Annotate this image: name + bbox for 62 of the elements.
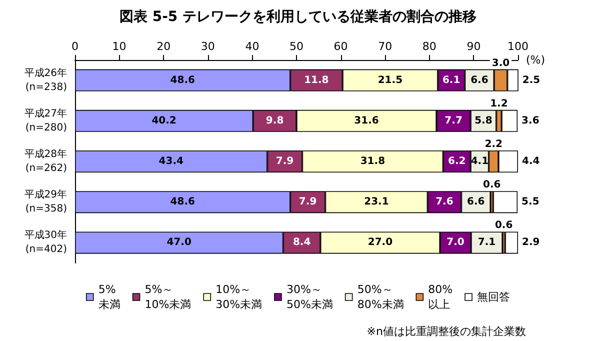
y-tick-label: 平成30年 (n=402)	[24, 229, 68, 256]
data-label: 6.6	[470, 74, 488, 86]
data-label: 48.6	[170, 196, 196, 208]
data-label: 1.2	[490, 98, 508, 110]
legend-label: 無回答	[477, 290, 510, 304]
data-label: 2.2	[484, 139, 503, 150]
x-tick-label: 50	[290, 40, 304, 53]
legend-label: 50%～ 80%未満	[357, 283, 404, 311]
data-label: 7.1	[478, 237, 496, 248]
legend-label: 30%～ 50%未満	[286, 283, 333, 311]
bar	[493, 191, 518, 214]
x-tick-label: 40	[245, 40, 260, 53]
x-tick-label: 90	[466, 40, 481, 53]
legend-label: 10%～ 30%未満	[216, 283, 262, 311]
x-tick-label: 0	[72, 40, 78, 53]
y-tick-label: 平成27年 (n=280)	[24, 107, 68, 134]
legend-label: 5%～ 10%未満	[144, 283, 192, 311]
x-tick-label: 80	[422, 40, 436, 53]
data-label: 47.0	[166, 237, 192, 248]
data-label: 6.2	[448, 156, 466, 167]
data-label: 2.5	[522, 74, 540, 86]
data-label: 7.6	[436, 196, 454, 208]
chart-title: 図表 5-5 テレワークを利用している従業者の割合の推移	[119, 8, 477, 25]
data-label: 31.8	[360, 156, 386, 167]
data-label: 0.6	[483, 180, 501, 191]
legend-label: 5% 未満	[98, 283, 120, 311]
data-label: 11.8	[304, 74, 329, 86]
data-label: 27.0	[368, 237, 393, 248]
data-label: 7.9	[276, 156, 294, 167]
data-label: 6.1	[442, 74, 460, 86]
data-label: 31.6	[354, 115, 379, 126]
data-label: 21.5	[378, 74, 403, 86]
x-tick-label: 100	[508, 40, 528, 53]
data-label: 43.4	[158, 156, 184, 167]
x-tick-label: 30	[200, 40, 215, 53]
data-label: 8.4	[292, 237, 311, 248]
x-tick-label: 20	[156, 40, 171, 53]
data-label: 7.0	[446, 237, 464, 248]
text: ※n値は比重調整後の集計企業数	[366, 325, 526, 338]
data-label: 5.8	[474, 115, 492, 126]
data-label: 9.8	[266, 115, 284, 126]
y-tick-label: 平成29年 (n=358)	[24, 188, 68, 215]
data-label: 5.5	[522, 196, 540, 208]
data-label: 7.7	[444, 115, 462, 126]
x-tick-label: 10	[112, 40, 126, 53]
y-tick-label: 平成26年 (n=238)	[24, 66, 68, 93]
x-axis-title: (%)	[526, 54, 546, 66]
data-label: 2.9	[522, 237, 540, 248]
legend-label: 80% 以上	[428, 283, 453, 311]
data-label: 48.6	[170, 74, 196, 86]
data-label: 3.0	[492, 58, 510, 69]
data-label: 3.6	[522, 115, 540, 126]
bar	[505, 232, 518, 254]
x-tick-label: 60	[334, 40, 348, 53]
data-label: 23.1	[364, 196, 389, 208]
data-label: 6.6	[467, 196, 485, 208]
data-label: 40.2	[152, 115, 176, 126]
data-label: 4.4	[522, 156, 540, 167]
data-label: 7.9	[298, 196, 317, 208]
data-label: 0.6	[494, 220, 513, 232]
x-tick-label: 70	[378, 40, 392, 53]
y-tick-label: 平成28年 (n=262)	[24, 148, 68, 174]
